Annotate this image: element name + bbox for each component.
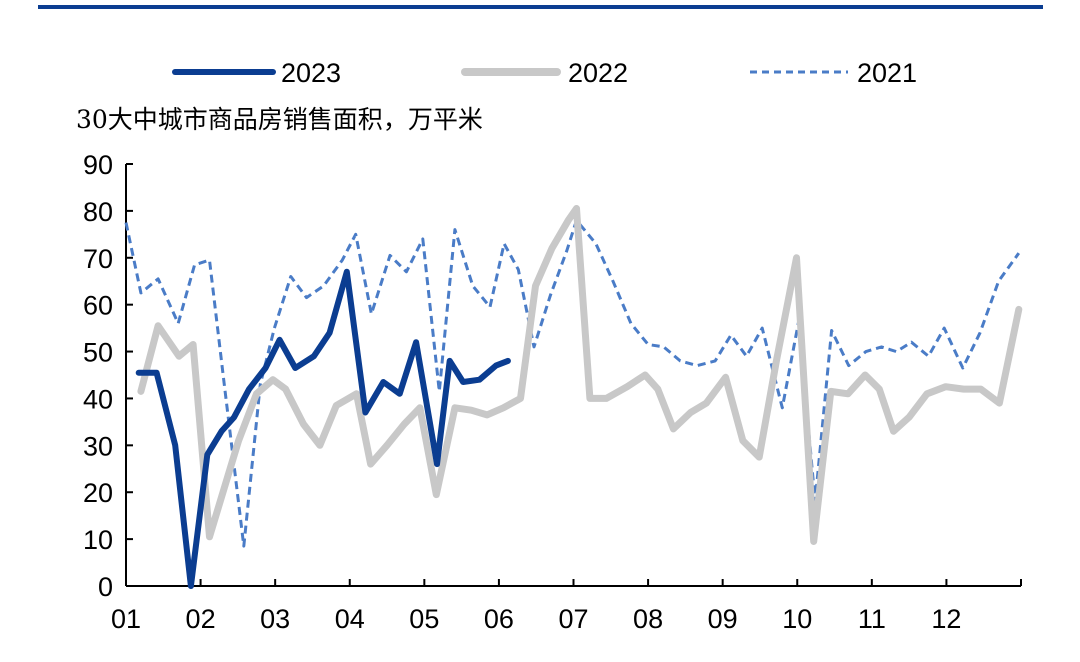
x-tick-label: 02 [186, 604, 216, 634]
legend-item-2023: 2023 [172, 58, 341, 88]
y-tick-label: 30 [83, 431, 113, 461]
legend-label-2022: 2022 [568, 58, 628, 88]
x-tick-label: 08 [633, 604, 663, 634]
y-tick-label: 40 [83, 384, 113, 414]
x-tick-label: 09 [708, 604, 738, 634]
x-tick-label: 05 [409, 604, 439, 634]
y-tick-label: 80 [83, 197, 113, 227]
y-tick-label: 50 [83, 338, 113, 368]
legend: 2023 2022 2021 [172, 58, 917, 88]
legend-label-2023: 2023 [281, 58, 341, 88]
y-tick-label: 10 [83, 525, 113, 555]
chart-subtitle: 30大中城市商品房销售面积，万平米 [76, 105, 483, 134]
series-line-2022 [137, 205, 1023, 545]
series-line-2023 [135, 268, 511, 589]
x-tick-label: 06 [484, 604, 514, 634]
legend-item-2022: 2022 [461, 58, 628, 88]
plot-area [124, 205, 1023, 589]
y-tick-label: 90 [83, 150, 113, 180]
x-tick-label: 10 [782, 604, 812, 634]
legend-item-2021: 2021 [750, 58, 917, 88]
legend-label-2021: 2021 [857, 58, 917, 88]
axes: 0 10 20 30 40 50 60 70 80 90 01 02 03 04 05 06 07 08 09 10 1… [83, 150, 1022, 634]
x-tick-label: 11 [858, 604, 886, 634]
x-tick-label: 01 [111, 604, 141, 634]
y-tick-label: 60 [83, 291, 113, 321]
y-tick-label: 20 [83, 478, 113, 508]
x-tick-label: 04 [335, 604, 365, 634]
series-line-2021 [124, 218, 1021, 548]
y-tick-label: 0 [98, 572, 113, 602]
y-tick-label: 70 [83, 244, 113, 274]
x-tick-label: 07 [558, 604, 588, 634]
x-tick-label: 12 [931, 604, 961, 634]
x-tick-label: 03 [260, 604, 290, 634]
